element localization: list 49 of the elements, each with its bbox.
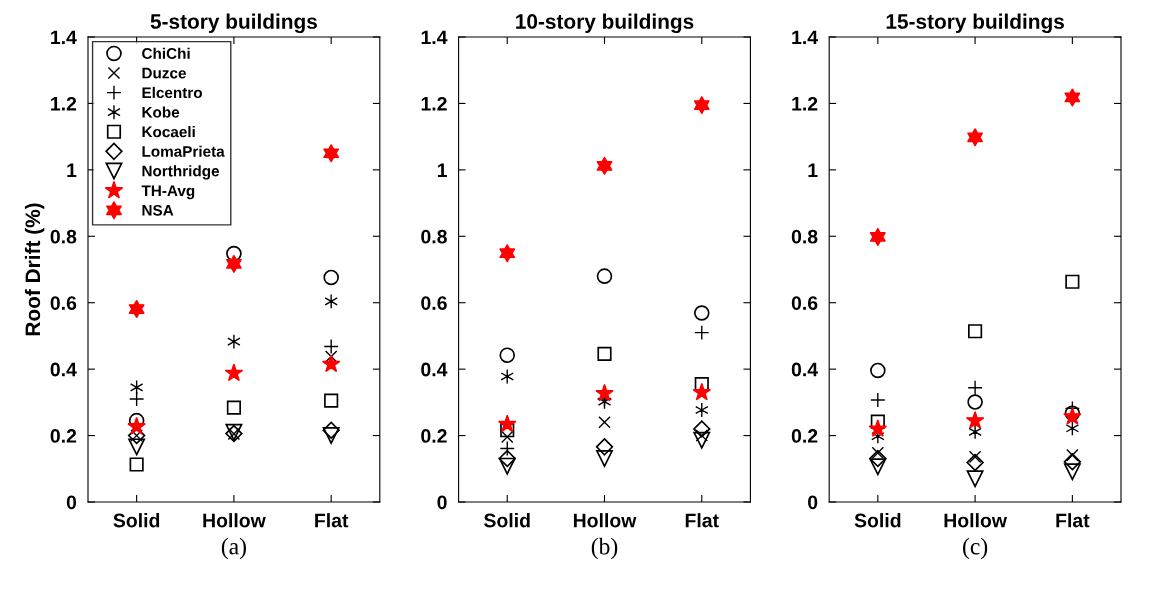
y-tick-label: 0.4 [50,362,77,377]
y-tick-label: 1 [808,163,818,177]
x-tick-label: Hollow [203,513,266,528]
y-tick-label: 1.4 [792,30,818,45]
y-tick-label: 0.2 [791,429,818,443]
x-tick-label: Solid [484,513,530,528]
legend-label: Northridge [142,165,220,180]
y-tick-label: 0 [66,495,77,510]
legend-label: Kocaeli [142,126,195,138]
x-tick-label: Solid [113,513,160,528]
y-axis-title: Roof Drift (%) [24,203,45,336]
legend-label: ChiChi [142,47,190,59]
x-tick-label: Flat [1056,513,1090,528]
y-tick-label: 1.2 [51,96,77,111]
y-tick-label: 0.8 [50,229,77,244]
legend-label: Elcentro [142,86,202,99]
chart-title: 5-story buildings [150,13,317,34]
y-tick-label: 1.2 [792,96,818,111]
y-tick-label: 0.8 [421,229,447,244]
y-tick-label: 0 [437,495,447,510]
y-tick-label: 1 [437,163,447,177]
legend-label: NSA [142,204,174,216]
x-tick-label: Hollow [573,513,637,528]
legend-label: Kobe [142,106,180,118]
y-tick-label: 0.6 [421,296,447,310]
y-tick-label: 1.4 [421,30,448,45]
legend-label: LomaPrieta [142,145,225,157]
legend-label: Duzce [142,67,186,79]
y-tick-label: 0.4 [421,362,448,377]
chart-title: 10-story buildings [516,13,694,34]
legend-label: TH-Avg [141,185,195,200]
y-tick-label: 1.4 [51,30,77,45]
y-tick-label: 0.6 [791,296,818,310]
chart-title: 15-story buildings [886,13,1064,34]
x-tick-label: Hollow [944,513,1007,528]
y-tick-label: 1.2 [421,96,447,111]
x-tick-label: Flat [315,513,349,528]
y-tick-label: 0.2 [421,429,447,443]
text: (a) [221,537,246,560]
y-tick-label: 1 [67,163,77,177]
text: (c) [963,537,988,560]
y-tick-label: 0 [808,495,818,510]
y-tick-label: 0.6 [50,296,77,310]
y-tick-label: 0.4 [791,362,818,377]
x-tick-label: Flat [685,513,719,528]
y-tick-label: 0.2 [50,429,77,443]
x-tick-label: Solid [854,513,901,528]
text: (b) [591,537,618,560]
y-tick-label: 0.8 [791,229,818,244]
